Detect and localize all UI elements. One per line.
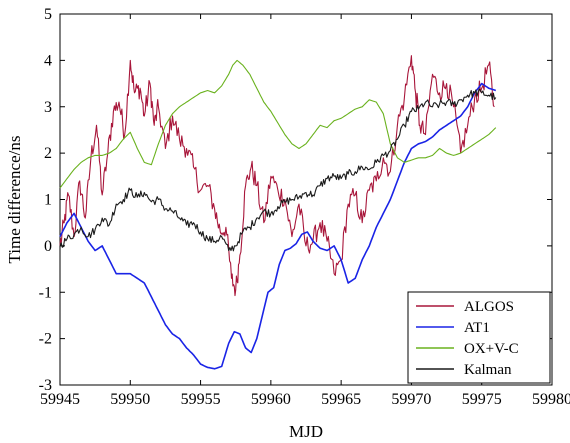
legend-label: OX+V-C	[464, 341, 519, 357]
x-tick-label: 59980	[532, 391, 570, 408]
axis-layer: 59945 59950 59955 59960 59965 59970 59975 59980…	[39, 6, 570, 408]
y-tick-label: -3	[39, 377, 52, 394]
y-tick-label: -2	[39, 331, 52, 348]
series-line-ox-v-c	[59, 59, 497, 189]
y-tick-label: 3	[44, 99, 52, 116]
y-axis-title: Time difference/ns	[5, 136, 24, 264]
series-layer	[59, 55, 497, 370]
y-tick-label: 4	[44, 52, 52, 69]
x-tick-label: 59975	[462, 391, 502, 408]
y-tick-label: 0	[44, 238, 52, 255]
y-tick-label: -1	[39, 284, 52, 301]
x-tick-label: 59950	[110, 391, 150, 408]
legend-label: ALGOS	[464, 299, 514, 315]
y-tick-label: 2	[44, 145, 52, 162]
x-tick-label: 59960	[251, 391, 291, 408]
legend-box	[407, 291, 551, 384]
legend-label: AT1	[464, 320, 490, 336]
series-line-kalman	[59, 88, 497, 252]
x-tick-label: 59945	[40, 391, 80, 408]
y-tick-label: 5	[44, 6, 52, 23]
x-tick-label: 59955	[181, 391, 221, 408]
legend-label: Kalman	[464, 362, 512, 378]
series-line-algos	[59, 55, 495, 297]
x-axis-title: MJD	[289, 422, 323, 441]
y-tick-label: 1	[44, 192, 52, 209]
x-tick-label: 59965	[321, 391, 361, 408]
x-tick-label: 59970	[391, 391, 431, 408]
legend: ALGOS AT1 OX+V-C Kalman	[407, 291, 551, 384]
series-line-at1	[59, 82, 497, 370]
